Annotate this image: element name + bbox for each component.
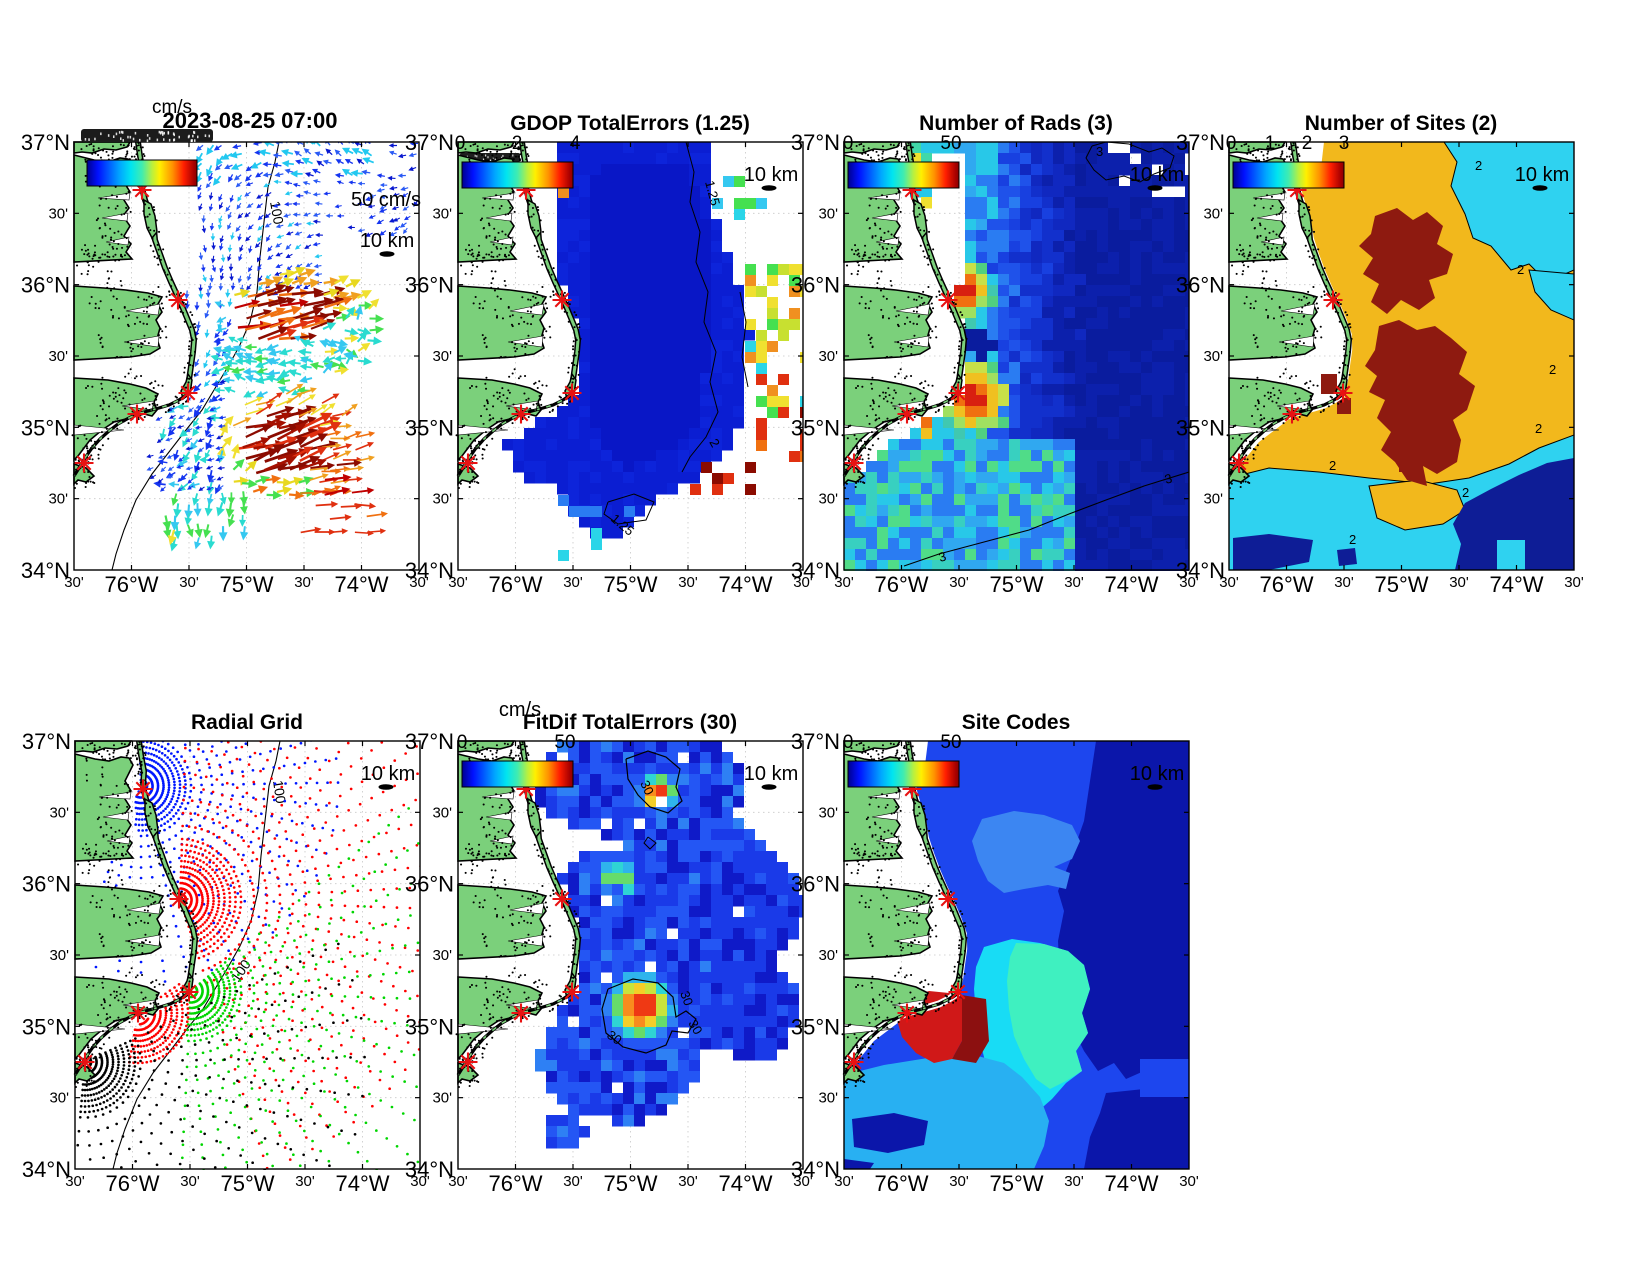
svg-text:30: 30 <box>677 989 696 1008</box>
svg-text:Number of Sites (2): Number of Sites (2) <box>1305 112 1498 135</box>
svg-text:3: 3 <box>937 549 948 565</box>
svg-text:2: 2 <box>1549 362 1556 377</box>
svg-text:3: 3 <box>1339 133 1350 154</box>
svg-text:0: 0 <box>455 133 466 154</box>
svg-text:2: 2 <box>1535 421 1542 436</box>
svg-text:50 cm/s: 50 cm/s <box>351 189 421 211</box>
svg-text:1.25: 1.25 <box>702 179 723 207</box>
svg-text:30: 30 <box>685 1017 705 1037</box>
svg-text:Site Codes: Site Codes <box>962 711 1071 734</box>
svg-text:2: 2 <box>1462 485 1469 500</box>
svg-text:0: 0 <box>843 133 854 154</box>
svg-text:100: 100 <box>267 200 287 226</box>
svg-text:50: 50 <box>940 732 961 753</box>
svg-text:30: 30 <box>604 1027 624 1048</box>
svg-text:3: 3 <box>1163 471 1174 487</box>
svg-text:30: 30 <box>637 778 657 797</box>
svg-text:4: 4 <box>570 133 581 154</box>
svg-text:50: 50 <box>554 732 575 753</box>
svg-text:0: 0 <box>843 732 854 753</box>
svg-text:2: 2 <box>1475 158 1482 173</box>
svg-text:2: 2 <box>512 133 523 154</box>
svg-text:50: 50 <box>940 133 961 154</box>
svg-text:2: 2 <box>1349 532 1356 547</box>
svg-text:3: 3 <box>1096 144 1103 159</box>
svg-text:0: 0 <box>1226 133 1237 154</box>
svg-text:2: 2 <box>1329 458 1336 473</box>
svg-text:10 km: 10 km <box>360 230 414 252</box>
svg-text:2023-08-25 07:00: 2023-08-25 07:00 <box>163 108 338 133</box>
svg-text:Number of Rads (3): Number of Rads (3) <box>919 112 1113 135</box>
svg-text:cm/s: cm/s <box>152 97 192 118</box>
svg-text:2: 2 <box>1517 262 1524 277</box>
svg-text:Radial Grid: Radial Grid <box>191 711 303 734</box>
svg-text:FitDif TotalErrors (30): FitDif TotalErrors (30) <box>523 711 737 734</box>
svg-text:1: 1 <box>1265 133 1276 154</box>
svg-text:2: 2 <box>1302 133 1313 154</box>
svg-text:cm/s: cm/s <box>499 699 541 721</box>
svg-text:GDOP TotalErrors (1.25): GDOP TotalErrors (1.25) <box>510 112 750 135</box>
svg-text:0: 0 <box>457 732 468 753</box>
